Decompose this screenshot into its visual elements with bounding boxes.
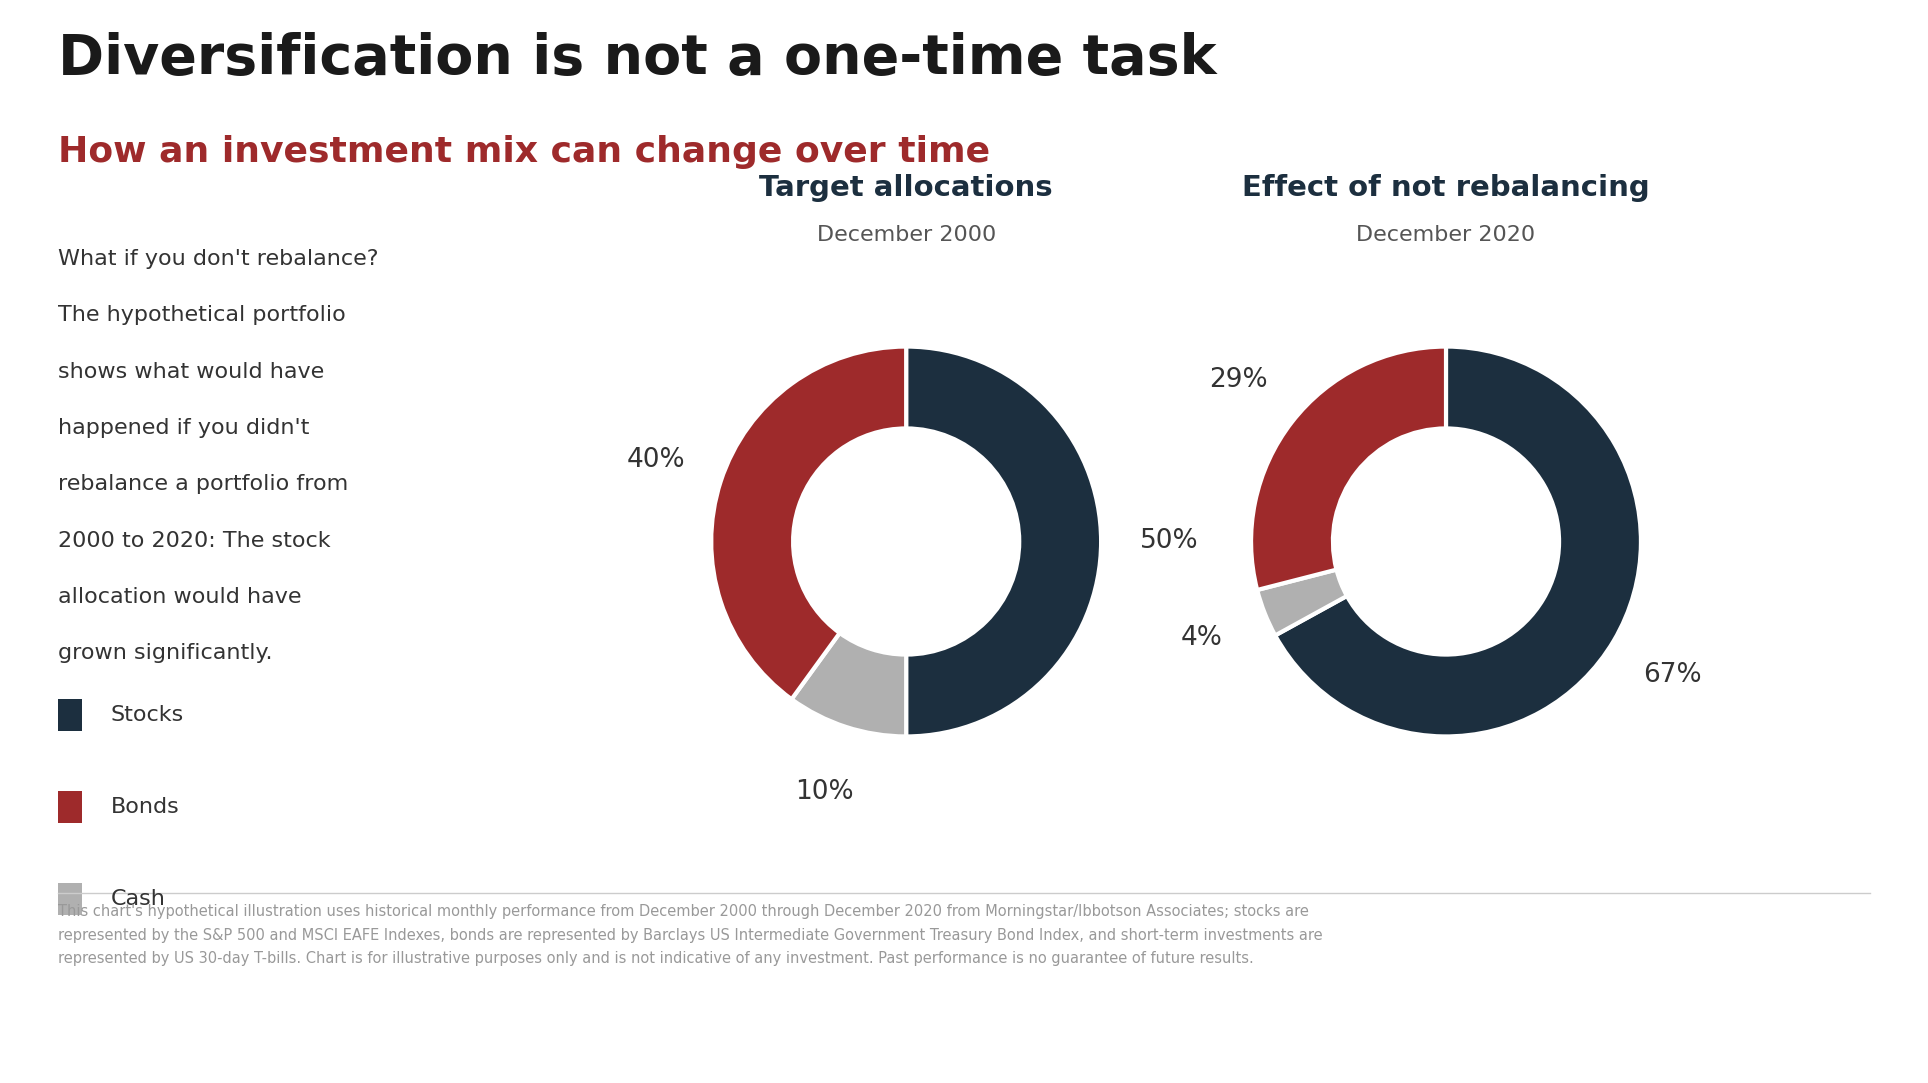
Text: rebalance a portfolio from: rebalance a portfolio from [58, 474, 349, 494]
Text: December 2020: December 2020 [1357, 225, 1535, 245]
Text: Bonds: Bonds [110, 797, 179, 817]
Text: 29%: 29% [1209, 367, 1267, 393]
Text: 4%: 4% [1180, 625, 1222, 651]
Text: Cash: Cash [110, 889, 166, 909]
Text: grown significantly.: grown significantly. [58, 643, 272, 663]
Text: How an investment mix can change over time: How an investment mix can change over ti… [58, 135, 989, 169]
Text: 40%: 40% [627, 447, 684, 473]
Text: What if you don't rebalance?: What if you don't rebalance? [58, 249, 378, 269]
Text: shows what would have: shows what would have [58, 362, 324, 381]
Text: Target allocations: Target allocations [760, 174, 1053, 203]
Text: This chart's hypothetical illustration uses historical monthly performance from : This chart's hypothetical illustration u… [58, 904, 1323, 966]
Text: 50%: 50% [1139, 529, 1199, 554]
Text: Stocks: Stocks [110, 705, 183, 725]
Wedge shape [1274, 347, 1641, 736]
Text: 10%: 10% [796, 779, 854, 805]
Wedge shape [711, 347, 906, 700]
Text: Diversification is not a one-time task: Diversification is not a one-time task [58, 32, 1217, 87]
Text: December 2000: December 2000 [817, 225, 995, 245]
Text: happened if you didn't: happened if you didn't [58, 418, 308, 438]
Text: 2000 to 2020: The stock: 2000 to 2020: The stock [58, 531, 330, 550]
Text: Effect of not rebalancing: Effect of not rebalancing [1242, 174, 1650, 203]
Wedge shape [792, 632, 906, 736]
Wedge shape [1257, 570, 1348, 636]
Wedge shape [906, 347, 1101, 736]
Text: allocation would have: allocation would have [58, 587, 301, 606]
Text: The hypothetical portfolio: The hypothetical portfolio [58, 305, 345, 325]
Text: 67%: 67% [1643, 663, 1702, 689]
Wedge shape [1251, 347, 1446, 590]
